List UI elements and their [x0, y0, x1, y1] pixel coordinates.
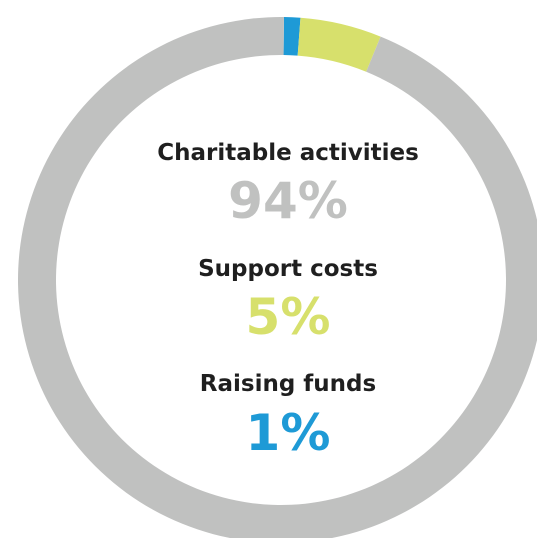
category-label: Support costs [198, 256, 378, 282]
value-label: 1% [246, 404, 331, 462]
category-label: Raising funds [200, 371, 376, 397]
donut-segment [297, 17, 381, 72]
value-label: 5% [246, 288, 331, 346]
donut-segment [283, 17, 301, 56]
value-label: 94% [228, 172, 348, 230]
category-label: Charitable activities [157, 140, 419, 166]
